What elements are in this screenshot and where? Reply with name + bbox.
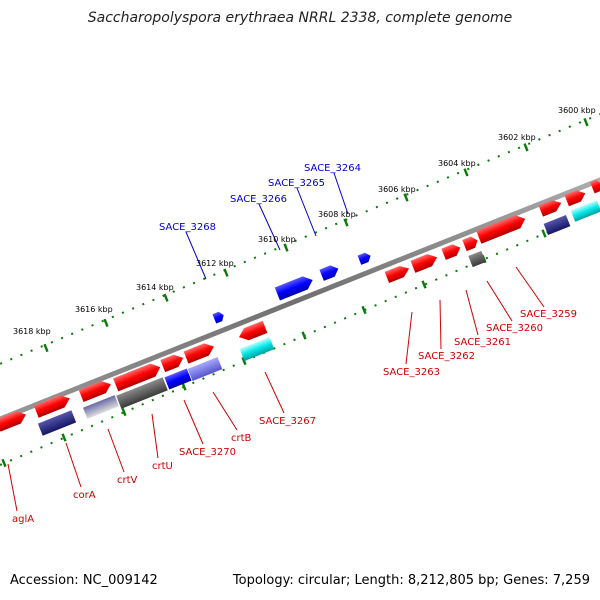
label-leader-line [212,391,238,431]
genome-backbone [0,177,600,422]
label-leader-line [465,289,479,336]
gene-label-sace-3263: SACE_3263 [383,367,440,378]
gene-label-sace-3265: SACE_3265 [268,178,325,189]
gene-label-crtu: crtU [152,461,173,472]
gene-label-sace-3270: SACE_3270 [179,447,236,458]
gene-box-highlight [239,337,275,361]
label-leader-line [185,231,207,280]
major-tick [163,293,169,302]
major-tick [103,318,109,328]
accession-text: Accession: NC_009142 [10,573,158,588]
gene-label-cora: corA [73,490,96,501]
major-tick [121,407,127,417]
major-tick [463,168,469,177]
gene-arrow [441,244,461,260]
gene-box-highlight [570,200,600,222]
gene-box-highlight [164,368,192,390]
major-tick [583,118,589,127]
gene-arrow [0,411,26,432]
kbp-label-3600: 3600 kbp [558,106,596,115]
kbp-label-3618: 3618 kbp [13,327,51,336]
kbp-label-3616: 3616 kbp [75,305,113,314]
gene-arrow [590,179,600,194]
label-leader-line [405,311,413,365]
kbp-label-3604: 3604 kbp [438,159,476,168]
gene-label-sace-3259: SACE_3259 [520,309,577,320]
major-tick [301,331,307,340]
major-tick [343,218,349,227]
gene-arrow [183,343,214,364]
gene-label-sace-3262: SACE_3262 [418,351,475,362]
label-leader-line [151,413,159,459]
gene-arrow-highlight [212,311,224,324]
gene-box [468,250,486,268]
gene-label-agla: aglA [12,514,34,525]
label-leader-line [486,280,513,322]
gene-arrow-highlight [319,265,339,281]
kbp-label-3602: 3602 kbp [498,133,536,142]
gene-arrow [160,354,184,373]
label-leader-line [296,187,317,237]
gene-arrow-highlight [274,276,313,301]
gene-arrow [538,200,562,217]
major-tick [241,356,247,366]
kbp-label-3614: 3614 kbp [136,283,174,292]
major-tick [1,458,7,468]
gene-arrow [238,320,268,341]
gene-box [543,214,571,236]
gene-arrow [113,363,161,392]
gene-arrow [564,190,586,207]
label-leader-line [7,463,18,512]
gene-label-crtb: crtB [231,433,252,444]
gene-label-sace-3264: SACE_3264 [304,163,361,174]
label-leader-line [65,442,82,488]
gene-label-sace-3261: SACE_3261 [454,337,511,348]
map-title: Saccharopolyspora erythraea NRRL 2338, c… [87,10,513,26]
gene-arrow [476,215,526,244]
gene-label-sace-3268: SACE_3268 [159,222,216,233]
gene-label-crtv: crtV [117,475,138,486]
outer-tick-track [0,113,600,365]
gene-label-sace-3267: SACE_3267 [259,416,316,427]
kbp-label-3612: 3612 kbp [196,259,234,268]
label-leader-line [439,299,442,350]
gene-features [0,179,600,436]
major-tick [283,243,289,252]
gene-arrow-highlight [357,252,371,265]
gene-arrow [33,395,70,418]
label-leader-line [515,266,545,308]
major-tick [523,143,529,152]
kbp-label-3608: 3608 kbp [318,210,356,219]
major-tick [403,193,409,202]
gene-label-sace-3260: SACE_3260 [486,323,543,334]
label-leader-line [264,371,285,414]
major-tick [421,280,427,289]
kbp-label-3606: 3606 kbp [378,185,416,194]
major-tick [223,268,229,277]
major-tick [541,229,547,238]
major-tick [61,433,67,442]
gene-box [37,410,77,436]
gene-arrow [410,254,438,273]
label-leader-line [107,428,125,473]
kbp-label-3610: 3610 kbp [258,235,296,244]
label-leaders [7,172,545,512]
gene-box [116,377,168,409]
major-tick [43,343,49,353]
major-tick [361,305,367,315]
gene-arrow [462,236,478,252]
major-tick [181,382,187,391]
gene-arrow [384,265,410,284]
gene-arrow [78,381,111,402]
gene-box [82,395,120,419]
gene-label-sace-3266: SACE_3266 [230,194,287,205]
label-leader-line [333,172,349,215]
topology-text: Topology: circular; Length: 8,212,805 bp… [232,573,590,588]
label-leader-line [183,399,204,445]
label-leader-line [258,203,281,251]
gene-box [187,357,223,381]
